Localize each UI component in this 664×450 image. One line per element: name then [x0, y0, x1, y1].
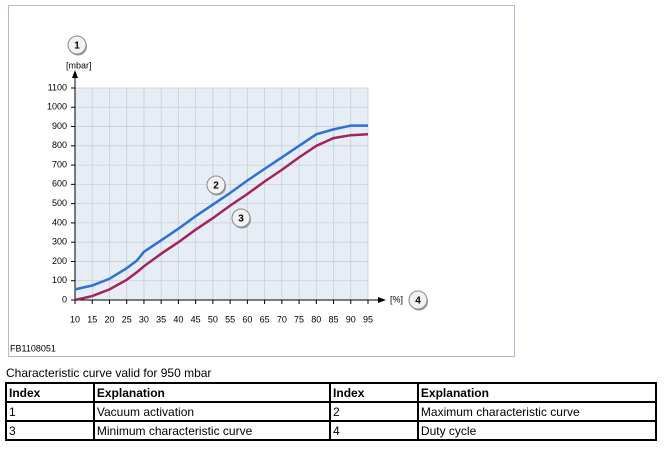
table-cell: Maximum characteristic curve	[416, 401, 658, 422]
x-tick-label: 30	[139, 314, 149, 324]
y-tick-label: 500	[52, 198, 67, 208]
y-tick-label: 600	[52, 179, 67, 189]
table-cell: Duty cycle	[416, 420, 658, 441]
callout-label: 3	[238, 214, 244, 225]
header-row: Index Explanation Index Explanation	[5, 382, 658, 403]
table-cell: 2	[329, 401, 419, 422]
header-cell: Explanation	[92, 382, 332, 403]
series-line	[74, 124, 368, 291]
y-tick-label: 0	[62, 294, 67, 304]
callout-label: 2	[213, 181, 219, 192]
series-line	[74, 133, 369, 302]
x-tick-label: 25	[122, 314, 132, 324]
table-cell: 3	[5, 420, 95, 441]
x-tick-label: 85	[329, 314, 339, 324]
x-tick-label: 80	[311, 314, 321, 324]
figure-id: FB1108051	[10, 343, 56, 353]
x-tick-label: 55	[225, 314, 235, 324]
y-tick-label: 200	[52, 256, 67, 266]
x-tick-label: 90	[346, 314, 356, 324]
callout-circle	[67, 35, 87, 55]
y-tick-label: 900	[52, 121, 67, 131]
callout-label: 4	[415, 296, 421, 307]
x-unit: [%]	[390, 294, 403, 304]
y-arrow	[72, 70, 78, 78]
header-cell: Index	[5, 382, 95, 403]
y-tick-label: 400	[52, 217, 67, 227]
x-tick-label: 40	[173, 314, 183, 324]
header-cell: Index	[329, 382, 419, 403]
y-tick-label: 100	[52, 275, 67, 285]
x-tick-label: 35	[156, 314, 166, 324]
x-tick-label: 70	[277, 314, 287, 324]
x-tick-label: 45	[191, 314, 201, 324]
x-arrow	[378, 297, 386, 303]
x-tick-label: 50	[208, 314, 218, 324]
index-table: Index Explanation Index Explanation 1 Vacuum …	[5, 382, 658, 441]
x-tick-label: 60	[242, 314, 252, 324]
x-tick-label: 95	[363, 314, 373, 324]
x-tick-label: 10	[70, 314, 80, 324]
table-cell: 4	[329, 420, 419, 441]
x-tick-label: 65	[260, 314, 270, 324]
table-cell: 1	[5, 401, 95, 422]
y-tick-label: 300	[52, 237, 67, 247]
x-tick-label: 15	[87, 314, 97, 324]
table-row: 1 Vacuum activation 2 Maximum characteristi…	[5, 401, 658, 422]
y-tick-label: 800	[52, 140, 67, 150]
callout-circle	[231, 208, 251, 228]
callout-label: 1	[74, 41, 80, 52]
callout-circle	[206, 175, 226, 195]
header-cell: Explanation	[416, 382, 658, 403]
chart: [mbar] [%] FB1108051 0 100 200 300 400 500 600…	[8, 5, 515, 357]
y-unit: [mbar]	[66, 60, 92, 70]
x-tick-label: 20	[104, 314, 114, 324]
callout-circle	[408, 290, 428, 310]
y-tick-label: 1100	[48, 82, 67, 92]
caption: Characteristic curve valid for 950 mbar	[6, 366, 212, 380]
table-cell: Minimum characteristic curve	[92, 420, 332, 441]
y-tick-label: 1000	[47, 102, 67, 112]
x-tick-label: 75	[294, 314, 304, 324]
table-row: 3 Minimum characteristic curve 4 Duty cycle	[5, 420, 658, 441]
table-cell: Vacuum activation	[92, 401, 332, 422]
y-tick-label: 700	[52, 159, 67, 169]
